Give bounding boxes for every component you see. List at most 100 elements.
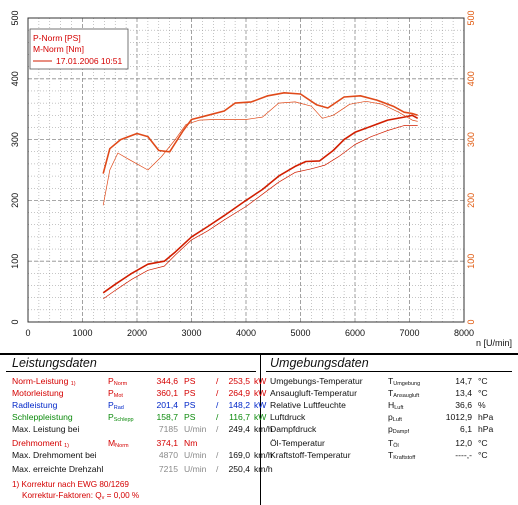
row-value-1: 7215 [158,464,178,474]
row-symbol: HLuft [388,400,404,411]
footnote-correction-factors: Korrektur-Faktoren: Qv = 0,00 % [22,491,140,501]
row-symbol: TKraftstoff [388,450,416,461]
row-label: Öl-Temperatur [270,438,325,448]
row-value: 1012,9 [445,412,472,422]
row-symbol: PSchlepp [108,412,134,423]
row-value: 14,7 [455,376,472,386]
row-value-2: 264,9 [228,388,250,398]
row-unit: °C [478,450,488,460]
right-title-underline [266,371,512,372]
row-unit-2: km/h [254,424,273,434]
x-tick-label: 5000 [290,328,310,338]
row-value-1: 344,6 [156,376,178,386]
left-y-tick-label: 200 [10,193,20,208]
row-unit-2: kW [254,376,267,386]
row-label: Norm-Leistung 1) [12,376,76,387]
row-unit-2: kW [254,400,267,410]
row-unit: °C [478,438,488,448]
row-value-1: 201,4 [156,400,178,410]
row-symbol: PNorm [108,376,128,387]
x-tick-label: 4000 [236,328,256,338]
row-symbol: TÖl [388,438,399,449]
row-value: 12,0 [455,438,472,448]
row-value-1: 158,7 [156,412,178,422]
row-label: Umgebungs-Temperatur [270,376,363,386]
leistungsdaten-table: Norm-Leistung 1) PNorm 344,6 PS / 253,5 kW Moto… [12,375,273,505]
row-unit-1: U/min [184,450,207,460]
row-unit-1: Nm [184,438,198,448]
row-separator: / [216,450,219,460]
row-value-2: 253,5 [228,376,250,386]
row-unit: % [478,400,486,410]
row-unit: hPa [478,412,494,422]
row-unit: °C [478,388,488,398]
row-separator: / [216,376,219,386]
legend-title-power: P-Norm [PS] [33,33,81,43]
row-unit-2: km/h [254,464,273,474]
row-unit-1: PS [184,412,196,422]
x-tick-label: 1000 [72,328,92,338]
row-label: Schleppleistung [12,412,73,422]
right-y-tick-label: 400 [466,71,476,86]
row-label: Max. erreichte Drehzahl [12,464,104,474]
row-unit-1: U/min [184,424,207,434]
row-label: Relative Luftfeuchte [270,400,346,410]
row-value-2: 169,0 [228,450,250,460]
left-y-tick-label: 0 [10,319,20,324]
footnote-marker: 1) [64,443,69,449]
legend-title-torque: M-Norm [Nm] [33,44,84,54]
right-y-tick-label: 300 [466,132,476,147]
table-top-divider [0,353,518,355]
right-y-tick-label: 500 [466,10,476,25]
x-tick-label: 7000 [399,328,419,338]
row-symbol: pDampf [388,424,409,435]
series-m-secondary-line [102,100,418,206]
row-separator: / [216,388,219,398]
x-tick-label: 3000 [181,328,201,338]
x-tick-label: 6000 [345,328,365,338]
row-symbol: PRad [108,400,124,411]
row-separator: / [216,400,219,410]
row-unit: °C [478,376,488,386]
row-label: Kraftstoff-Temperatur [270,450,351,460]
row-value: 13,4 [455,388,472,398]
row-value-1: 7185 [158,424,178,434]
series-m-norm-line [102,92,418,174]
x-tick-label: 2000 [127,328,147,338]
right-y-tick-label: 0 [466,319,476,324]
row-label: Max. Leistung bei [12,424,80,434]
row-symbol: TAnsaugluft [388,388,420,399]
row-separator: / [216,424,219,434]
row-label: Drehmoment 1) [12,438,69,449]
row-unit-1: PS [184,376,196,386]
row-unit-2: kW [254,412,267,422]
series-p-norm-line [102,114,419,294]
left-y-tick-label: 500 [10,10,20,25]
x-axis-label: n [U/min] [476,338,512,348]
row-value-2: 116,7 [229,412,250,422]
leistungsdaten-title: Leistungsdaten [12,356,97,370]
umgebungsdaten-table: Umgebungs-Temperatur TUmgebung 14,7 °C Ansau… [270,375,516,475]
table-middle-divider [260,353,261,505]
row-value: ----,- [455,450,472,460]
row-label: Dampfdruck [270,424,317,434]
row-symbol: MNorm [108,438,129,449]
row-value-2: 148,2 [228,400,250,410]
left-y-tick-label: 100 [10,254,20,269]
legend-box [29,28,129,70]
row-symbol: PMot [108,388,123,399]
left-y-tick-label: 400 [10,71,20,86]
row-unit: hPa [478,424,494,434]
row-label: Luftdruck [270,412,306,422]
row-value: 36,6 [455,400,472,410]
left-y-tick-label: 300 [10,132,20,147]
row-value-2: 249,4 [228,424,250,434]
row-symbol: pLuft [388,412,402,423]
right-y-tick-label: 200 [466,193,476,208]
left-title-underline [6,371,256,372]
x-tick-label: 0 [25,328,30,338]
row-label: Max. Drehmoment bei [12,450,97,460]
legend-entry-date: 17.01.2006 10:51 [56,56,122,66]
row-value-1: 4870 [158,450,178,460]
